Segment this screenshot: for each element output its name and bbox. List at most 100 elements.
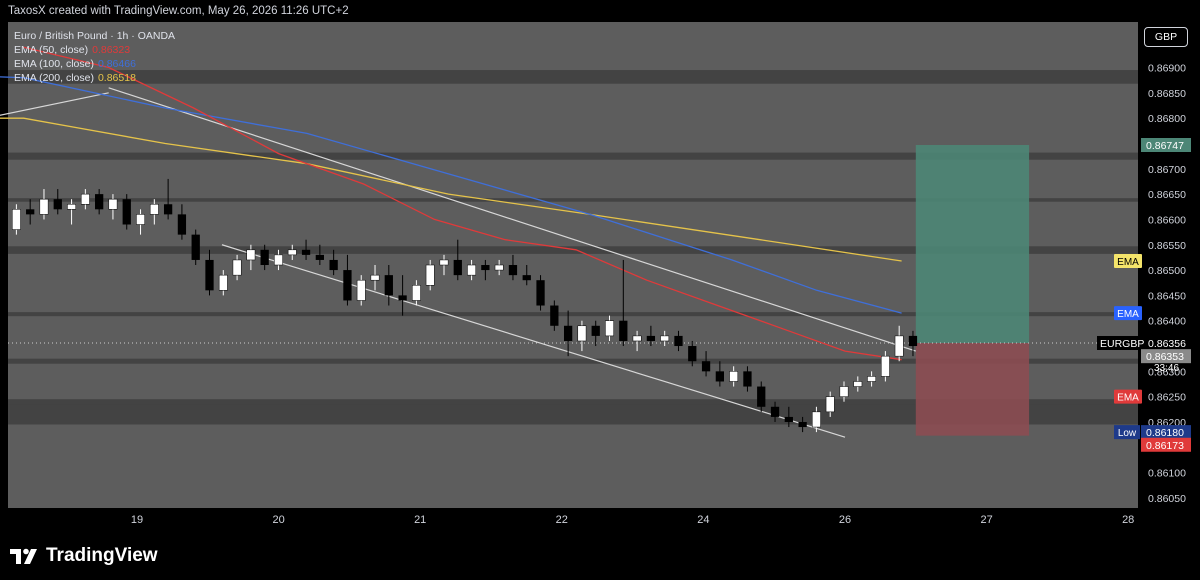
candle-body: [853, 381, 863, 387]
candle: [660, 330, 670, 347]
candle-body: [80, 193, 90, 205]
y-tick-label: 0.86300: [1148, 366, 1186, 378]
candle-body: [550, 305, 559, 326]
candle: [880, 351, 890, 382]
candle: [577, 320, 587, 352]
candle: [481, 259, 490, 281]
candle-body: [894, 335, 904, 357]
candle-body: [177, 214, 187, 235]
low-price-bg: [1141, 425, 1191, 440]
y-tick-label: 0.86050: [1148, 493, 1186, 505]
candle: [205, 249, 214, 296]
tradingview-logo[interactable]: TradingView: [10, 545, 158, 567]
candle-body: [205, 259, 214, 291]
candle: [508, 254, 518, 281]
candle-body: [136, 214, 145, 225]
ema-tag-bg: [1114, 306, 1142, 321]
candle: [688, 340, 697, 367]
candle: [95, 189, 104, 215]
candle: [632, 330, 642, 352]
candle: [149, 199, 159, 225]
y-tick-label: 0.86400: [1148, 316, 1186, 328]
price-tag-bg: [1141, 437, 1191, 452]
y-tick-label: 0.86500: [1148, 265, 1186, 277]
candle-body: [315, 254, 324, 260]
candle: [412, 280, 421, 306]
candle-body: [384, 275, 393, 296]
ema200-legend[interactable]: EMA (200, close) 0.86518: [14, 71, 175, 85]
candle-body: [398, 295, 407, 301]
candle-body: [26, 209, 35, 215]
candle-body: [343, 270, 352, 301]
candle: [356, 275, 366, 306]
candle-body: [108, 198, 118, 210]
chart-area[interactable]: 0.869000.868500.868000.867500.867000.866…: [0, 0, 1200, 530]
price-zone: [8, 246, 1138, 254]
ema50-legend[interactable]: EMA (50, close) 0.86323: [14, 43, 175, 57]
candle: [908, 330, 918, 357]
candle: [770, 401, 780, 422]
candle: [825, 391, 835, 417]
candle-body: [880, 355, 890, 377]
x-tick-label: 21: [414, 514, 426, 526]
brand-name: TradingView: [46, 545, 158, 566]
ema100-label: EMA (100, close): [14, 58, 94, 70]
candle-body: [660, 335, 670, 342]
candle-body: [163, 204, 173, 215]
candle: [12, 204, 21, 235]
candle: [136, 209, 145, 235]
candle: [798, 416, 807, 433]
candle: [853, 376, 863, 392]
candle-body: [494, 264, 504, 271]
y-tick-label: 0.86800: [1148, 113, 1186, 125]
candle: [218, 270, 228, 296]
price-label: 0.86747: [1141, 138, 1191, 153]
price-zone: [8, 70, 1138, 84]
candle: [260, 244, 269, 271]
price-label: 0.86173: [1141, 437, 1191, 452]
price-label: EMA: [1114, 306, 1142, 321]
footer: [0, 530, 1200, 580]
candle: [605, 315, 614, 341]
low-price: 0.86180: [1146, 427, 1184, 439]
candle: [329, 249, 338, 276]
candle-body: [481, 265, 490, 271]
candle-body: [39, 198, 49, 215]
trendline: [0, 92, 109, 116]
candle-body: [95, 194, 104, 210]
y-tick-label: 0.86550: [1148, 240, 1186, 252]
candle-body: [260, 249, 269, 266]
candle: [287, 244, 297, 260]
candle: [715, 361, 724, 387]
take-profit-zone: [915, 145, 1030, 343]
x-tick-label: 26: [839, 514, 851, 526]
candle-body: [467, 264, 476, 276]
candle-body: [67, 203, 76, 210]
candle-body: [646, 335, 656, 341]
candle: [26, 199, 35, 225]
candle: [674, 330, 683, 352]
price-tag-bg: [1141, 349, 1191, 364]
candle: [67, 199, 76, 225]
x-tick-label: 22: [556, 514, 568, 526]
candle-body: [757, 386, 766, 407]
candle: [0, 199, 7, 235]
candle: [453, 239, 462, 281]
candle-body: [701, 361, 711, 372]
eurgbp-price: 0.86356: [1148, 338, 1186, 350]
candle-body: [908, 335, 918, 347]
candle-body: [825, 396, 835, 413]
currency-button[interactable]: GBP: [1144, 27, 1188, 47]
candle: [398, 275, 407, 316]
candle: [757, 381, 766, 412]
candle: [867, 371, 876, 387]
candle-body: [453, 259, 462, 276]
y-tick-label: 0.86650: [1148, 189, 1186, 201]
candle-body: [356, 279, 366, 301]
candle: [494, 259, 504, 276]
candle: [839, 381, 849, 402]
candle: [439, 254, 449, 276]
ema-tag-bg: [1114, 253, 1142, 268]
ema100-legend[interactable]: EMA (100, close) 0.86466: [14, 57, 175, 71]
candle-body: [867, 376, 876, 382]
